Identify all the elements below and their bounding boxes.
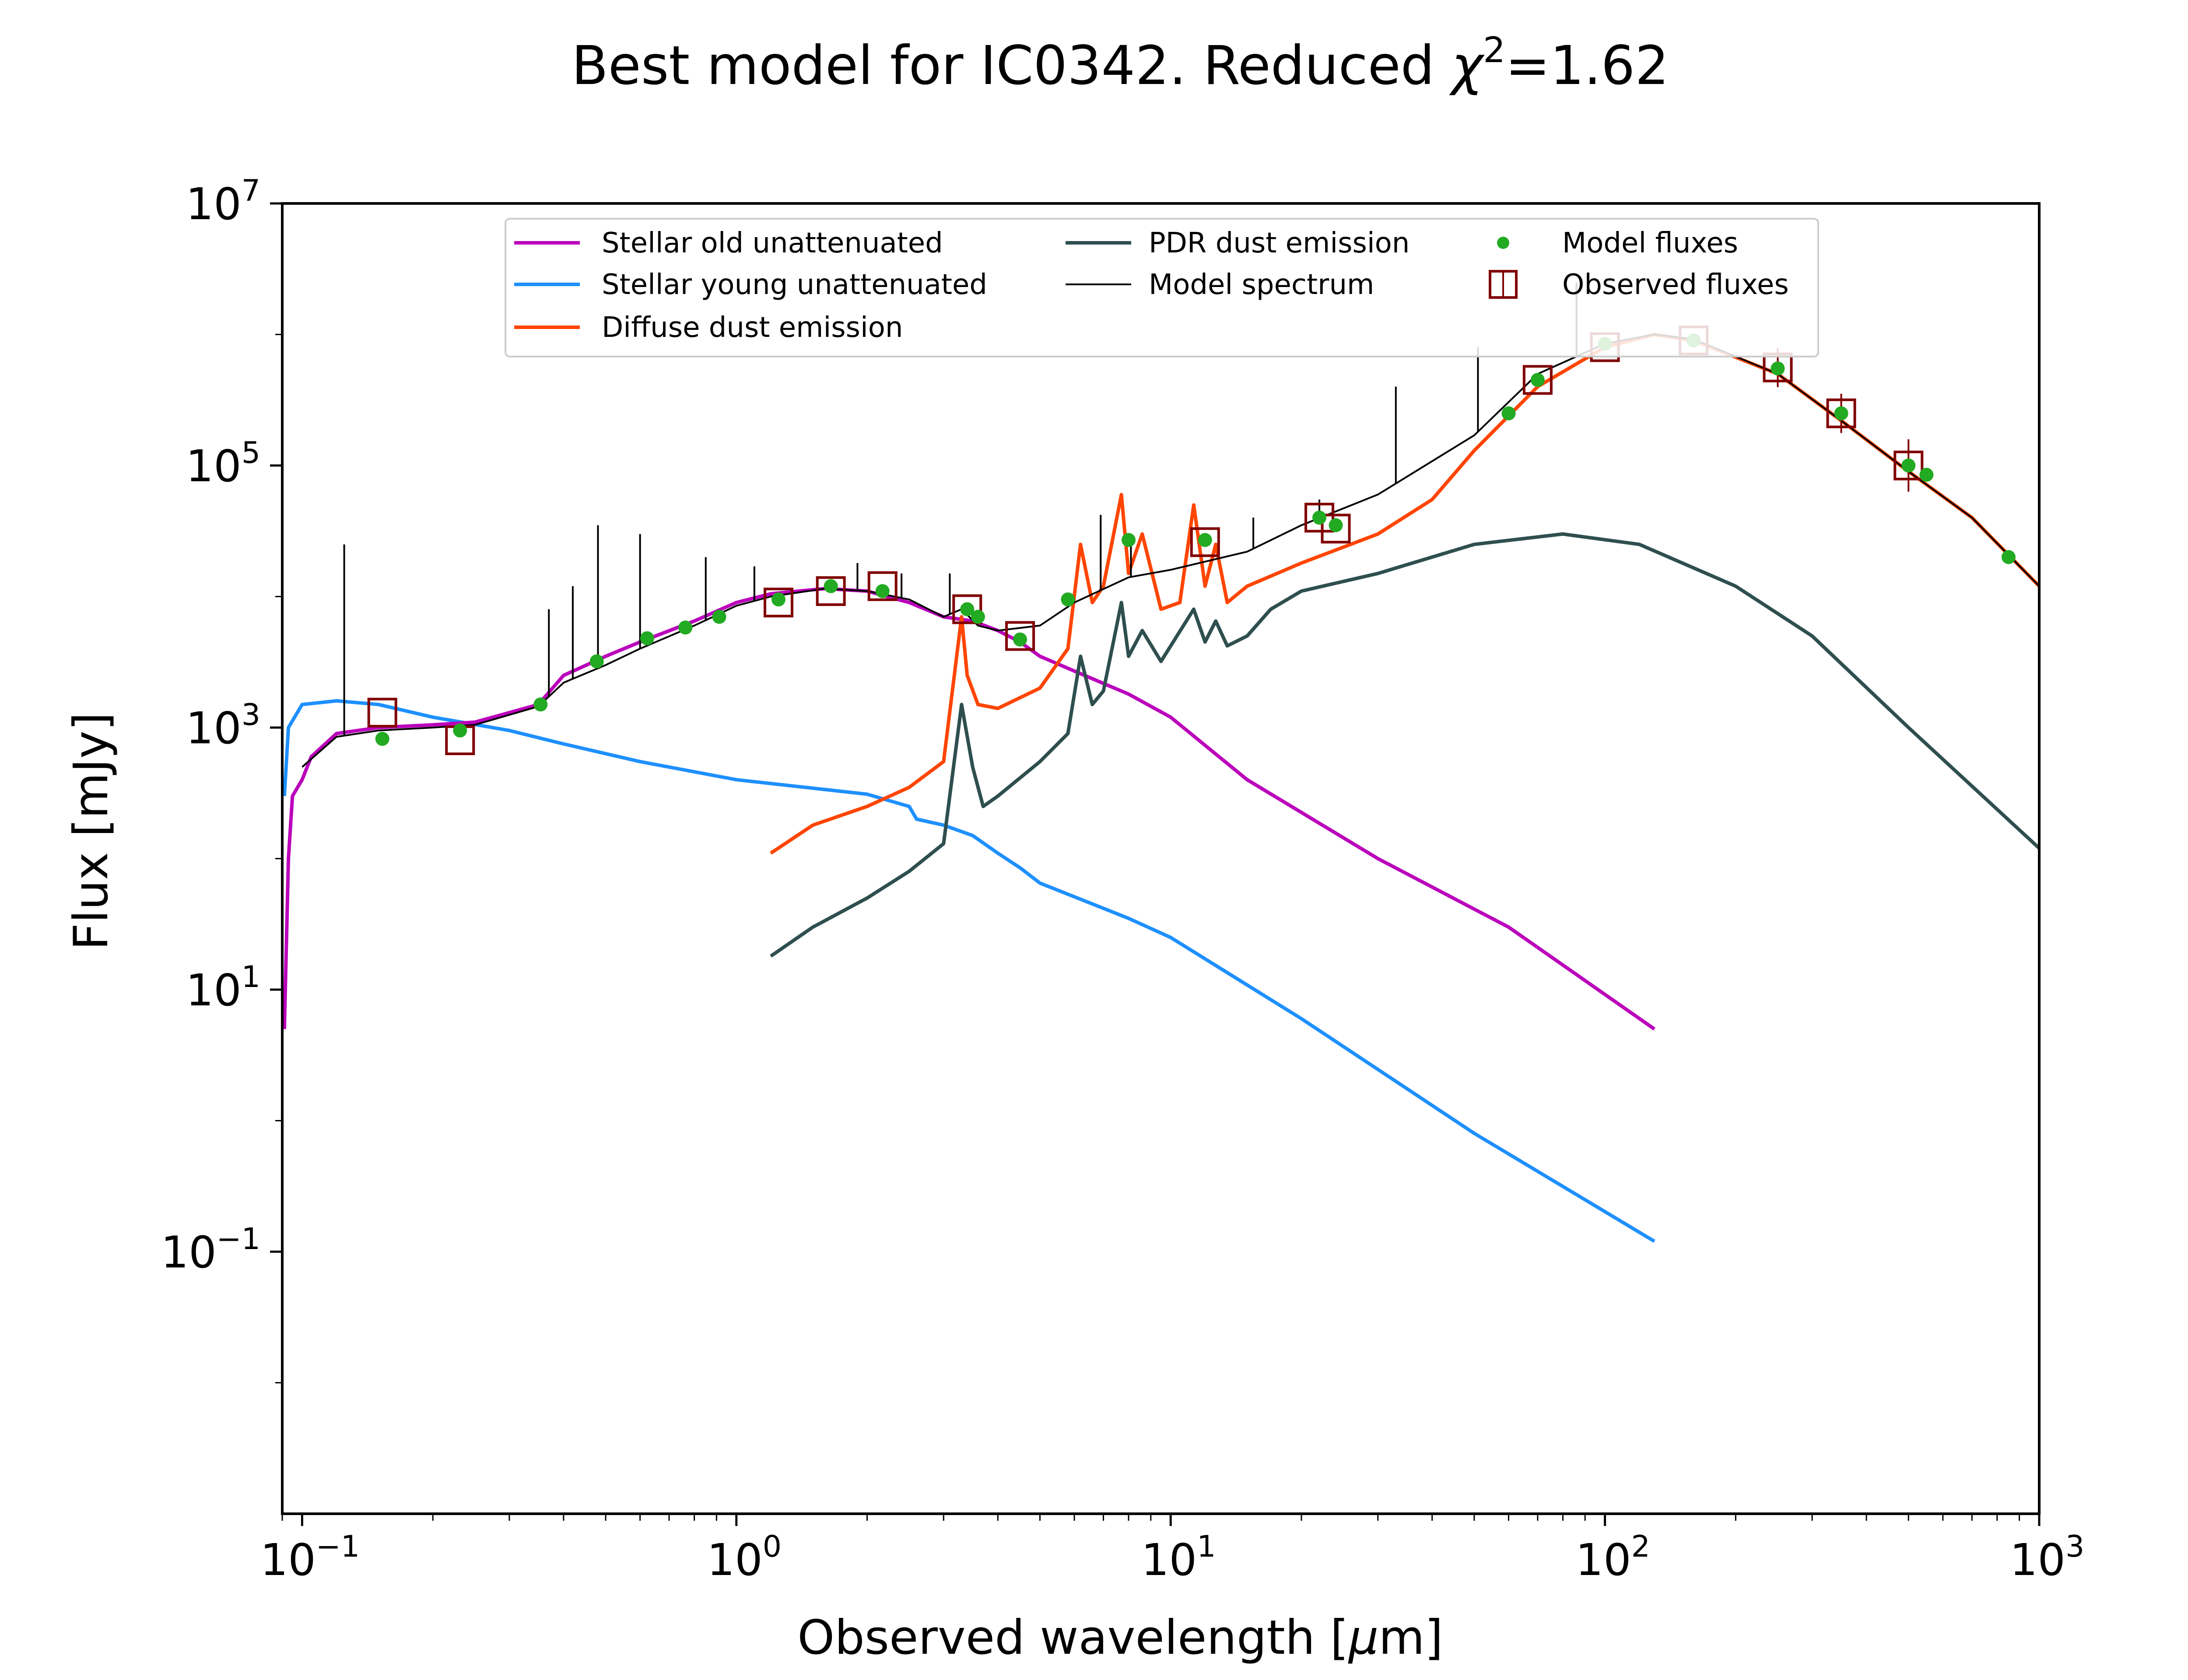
title-chi-symbol: χ <box>1449 35 1485 97</box>
legend-label-1: Stellar young unattenuated <box>602 269 987 301</box>
model-flux-14 <box>1122 533 1136 547</box>
legend-label-2: Diffuse dust emission <box>602 312 903 344</box>
x-tick-label-2: 101 <box>1141 1530 1216 1586</box>
y-tick-label-4: 107 <box>186 174 260 230</box>
model-flux-12 <box>1013 632 1027 647</box>
model-flux-3 <box>589 654 604 668</box>
observed-flux-5 <box>952 594 982 624</box>
axis-ticks: 10−1 100 101 102 103 10−1 101 103 105 107 <box>161 174 2085 1586</box>
model-flux-5 <box>678 620 693 635</box>
xlabel-mu-symbol: μ <box>1348 1610 1379 1665</box>
series-line-1 <box>282 699 1655 1243</box>
model-flux-19 <box>1530 373 1545 387</box>
model-flux-8 <box>824 579 838 593</box>
model-flux-1 <box>453 723 467 738</box>
observed-flux-7 <box>1190 527 1220 557</box>
legend-label-5: Model fluxes <box>1562 227 1738 259</box>
model-flux-22 <box>1771 361 1785 376</box>
model-flux-11 <box>971 609 985 624</box>
xlabel-suffix: m] <box>1378 1610 1443 1665</box>
legend-item-6: Observed fluxes <box>1489 269 1789 301</box>
model-flux-26 <box>2001 550 2016 564</box>
legend-label-4: Model spectrum <box>1149 269 1374 301</box>
model-flux-10 <box>960 602 975 616</box>
model-flux-25 <box>1919 468 1934 482</box>
chart-title: Best model for IC0342. Reduced χ2=1.62 <box>572 30 1669 97</box>
model-flux-13 <box>1061 592 1075 607</box>
model-flux-24 <box>1901 458 1916 472</box>
observed-flux-2 <box>763 588 793 618</box>
legend-item-0: Stellar old unattenuated <box>514 227 943 259</box>
x-tick-label-0: 10−1 <box>260 1530 360 1586</box>
y-tick-label-2: 103 <box>186 698 260 754</box>
x-axis-label: Observed wavelength [μm] <box>797 1610 1443 1665</box>
x-tick-label-3: 102 <box>1575 1530 1650 1586</box>
series-line-3 <box>770 532 2039 958</box>
title-prefix: Best model for IC0342. Reduced <box>572 35 1452 97</box>
y-tick-label-0: 10−1 <box>161 1222 261 1278</box>
legend-item-5: Model fluxes <box>1497 227 1738 259</box>
observed-flux-8 <box>1304 503 1335 533</box>
legend-item-4: Model spectrum <box>1066 269 1374 301</box>
observed-flux-15 <box>1893 451 1924 480</box>
y-tick-label-1: 101 <box>186 960 260 1016</box>
legend-label-0: Stellar old unattenuated <box>602 227 943 259</box>
observed-flux-9 <box>1321 514 1351 544</box>
legend-label-3: PDR dust emission <box>1149 227 1410 259</box>
x-tick-label-4: 103 <box>2010 1530 2085 1586</box>
observed-flux-0 <box>367 697 397 728</box>
model-flux-2 <box>533 697 548 712</box>
legend-box <box>505 218 1819 357</box>
y-axis-label: Flux [mJy] <box>64 712 119 950</box>
legend-label-6: Observed fluxes <box>1562 269 1789 301</box>
model-flux-4 <box>640 631 654 645</box>
legend-item-3: PDR dust emission <box>1066 227 1410 259</box>
model-flux-18 <box>1501 406 1516 420</box>
legend-item-1: Stellar young unattenuated <box>514 269 987 301</box>
observed-flux-14 <box>1826 398 1856 428</box>
legend-handle-5 <box>1497 237 1509 249</box>
plot-content <box>282 282 2039 1243</box>
observed-flux-4 <box>867 571 898 601</box>
legend-item-2: Diffuse dust emission <box>514 312 903 344</box>
model-flux-15 <box>1198 533 1212 547</box>
y-tick-label-3: 105 <box>186 436 260 492</box>
model-flux-9 <box>875 584 890 598</box>
legend: Stellar old unattenuated Stellar young un… <box>505 218 1819 357</box>
plot-frame <box>281 202 2041 1515</box>
model-flux-23 <box>1834 406 1848 420</box>
observed-flux-3 <box>816 576 846 606</box>
model-flux-7 <box>771 592 785 607</box>
title-suffix: =1.62 <box>1505 35 1669 97</box>
observed-flux-10 <box>1522 365 1553 395</box>
x-tick-label-1: 100 <box>707 1530 782 1586</box>
model-flux-0 <box>375 732 389 746</box>
title-chi-power: 2 <box>1483 30 1505 70</box>
model-flux-16 <box>1312 511 1327 525</box>
model-flux-6 <box>712 609 726 624</box>
observed-flux-6 <box>1005 621 1035 651</box>
model-flux-17 <box>1329 518 1343 532</box>
xlabel-prefix: Observed wavelength [ <box>797 1610 1349 1665</box>
